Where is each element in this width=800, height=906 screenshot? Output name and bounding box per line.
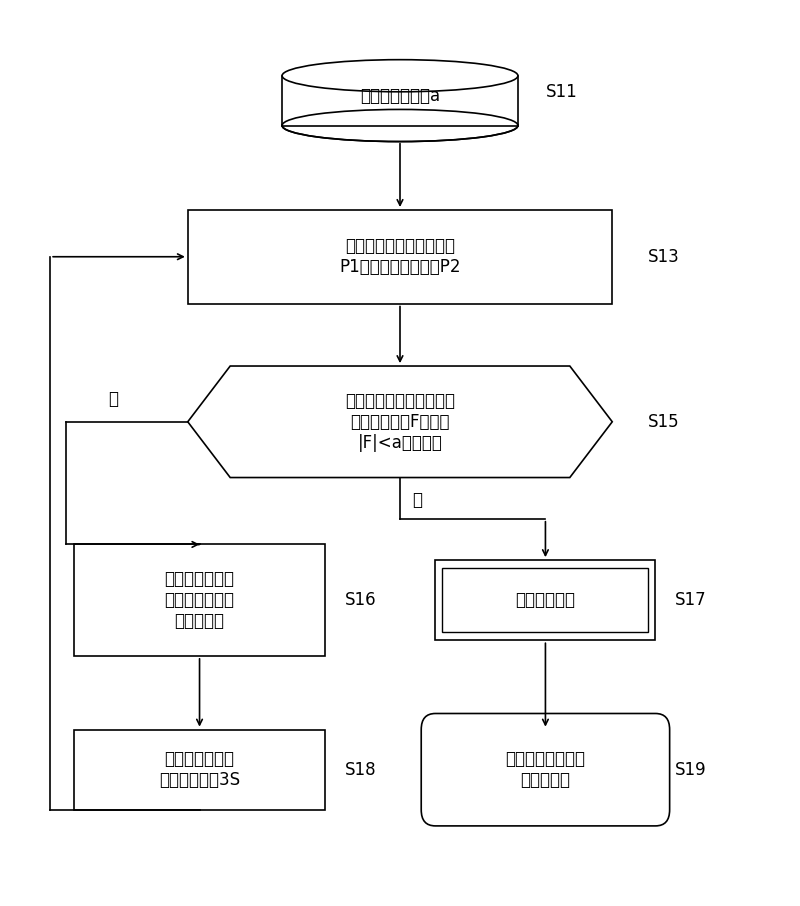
Text: 是: 是	[412, 491, 422, 509]
Text: 实时检测粉料计量斗压强
P1及搞拌主机内压强P2: 实时检测粉料计量斗压强 P1及搞拌主机内压强P2	[339, 237, 461, 276]
Text: 允许粉料计量: 允许粉料计量	[515, 592, 575, 609]
Bar	[435, 560, 655, 641]
Text: S19: S19	[675, 761, 706, 778]
Text: 本次计量结束，进
入下个循环: 本次计量结束，进 入下个循环	[506, 750, 586, 789]
Polygon shape	[188, 366, 612, 477]
Text: S17: S17	[675, 592, 706, 609]
Bar	[282, 76, 518, 126]
Text: S11: S11	[546, 82, 577, 101]
Ellipse shape	[282, 110, 518, 141]
Text: 给定负压许可値a: 给定负压许可値a	[360, 87, 440, 105]
Text: 暂时禁止粉料计
量，负压报警，
并实时记录: 暂时禁止粉料计 量，负压报警， 并实时记录	[165, 571, 234, 630]
Text: 通过计算获得粉料计量斗
所受负压大小F，判断
|F|<a成立与否: 通过计算获得粉料计量斗 所受负压大小F，判断 |F|<a成立与否	[345, 392, 455, 451]
Text: 否: 否	[108, 390, 118, 409]
Text: 采取各种措施平
衡压强，延时3S: 采取各种措施平 衡压强，延时3S	[159, 750, 240, 789]
Text: S15: S15	[648, 413, 679, 430]
Text: S18: S18	[345, 761, 377, 778]
Text: S13: S13	[648, 247, 679, 265]
FancyBboxPatch shape	[422, 714, 670, 826]
Ellipse shape	[282, 60, 518, 92]
Text: S16: S16	[345, 592, 377, 609]
Bar	[74, 729, 326, 810]
Bar	[74, 545, 326, 656]
Bar	[188, 210, 612, 304]
Bar	[442, 568, 649, 632]
